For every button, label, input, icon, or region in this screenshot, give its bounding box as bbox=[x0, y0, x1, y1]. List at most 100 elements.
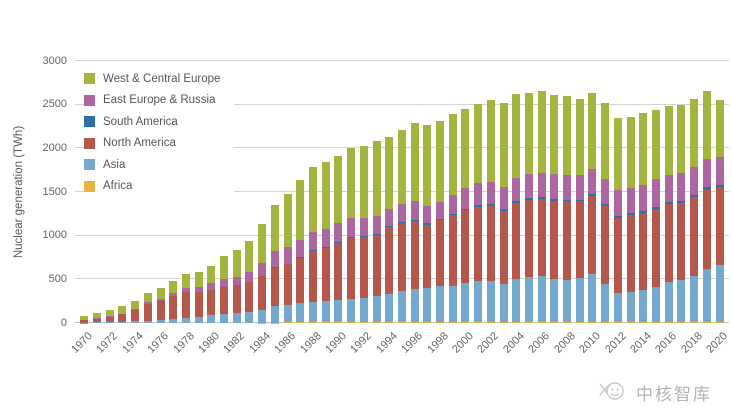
bar-segment bbox=[461, 210, 470, 283]
x-tick-label: 2016 bbox=[653, 330, 680, 356]
bar-column-1992 bbox=[357, 61, 370, 323]
bar-column-1987 bbox=[294, 61, 307, 323]
x-tick-label: 2006 bbox=[526, 330, 553, 356]
bar-segment bbox=[512, 94, 521, 179]
bar-segment bbox=[334, 243, 343, 301]
stacked-bar bbox=[461, 109, 470, 323]
bar-segment bbox=[563, 201, 572, 280]
bar-column-1989 bbox=[319, 61, 332, 323]
bar-segment bbox=[639, 321, 648, 323]
bar-segment bbox=[499, 186, 508, 209]
bar-segment bbox=[309, 232, 317, 251]
bar-column-1975 bbox=[142, 61, 155, 323]
bar-segment bbox=[588, 93, 597, 169]
bar-segment bbox=[436, 321, 445, 323]
bar-segment bbox=[258, 310, 267, 323]
bar-column-2005 bbox=[523, 61, 536, 323]
bar-segment bbox=[372, 322, 381, 323]
bar-segment bbox=[220, 286, 229, 315]
bar-segment bbox=[385, 226, 394, 228]
bar-segment bbox=[131, 310, 140, 322]
bar-segment bbox=[448, 114, 457, 196]
bar-segment bbox=[283, 193, 292, 248]
legend-label: Asia bbox=[103, 158, 126, 171]
bar-segment bbox=[626, 213, 635, 216]
bar-segment bbox=[194, 287, 203, 293]
bar-segment bbox=[169, 292, 178, 296]
bar-segment bbox=[397, 322, 406, 323]
bar-segment bbox=[664, 174, 673, 202]
bar-segment bbox=[626, 188, 635, 214]
bar-column-1993 bbox=[370, 61, 383, 323]
y-tick-label: 1000 bbox=[42, 229, 67, 242]
bar-segment bbox=[245, 312, 254, 323]
bar-segment bbox=[397, 204, 406, 222]
bar-column-2004 bbox=[510, 61, 523, 323]
stacked-bar bbox=[207, 266, 216, 323]
bar-column-2012 bbox=[612, 61, 625, 323]
plot-area: 1970 1972 1974 1976 1978 1980 1982 1984 1986 1988… bbox=[69, 60, 730, 356]
stacked-bar bbox=[245, 240, 254, 323]
bar-segment bbox=[436, 218, 445, 221]
bar-segment bbox=[220, 255, 229, 279]
bar-segment bbox=[626, 116, 635, 189]
bar-column-1974 bbox=[129, 61, 142, 323]
bar-segment bbox=[423, 223, 432, 225]
bar-segment bbox=[143, 304, 152, 321]
bar-segment bbox=[537, 199, 546, 277]
bar-segment bbox=[169, 296, 178, 320]
bar-segment bbox=[715, 187, 724, 266]
bar-column-1979 bbox=[192, 61, 205, 323]
bar-segment bbox=[423, 321, 432, 323]
gridline bbox=[75, 60, 729, 61]
bar-segment bbox=[474, 206, 483, 282]
x-tick-label: 2014 bbox=[628, 330, 654, 356]
bar-segment bbox=[131, 309, 140, 311]
bar-segment bbox=[207, 282, 216, 290]
stacked-bar bbox=[194, 272, 203, 323]
bar-segment bbox=[702, 90, 711, 160]
bar-segment bbox=[220, 314, 229, 323]
bar-segment bbox=[575, 201, 584, 279]
legend-item: West & Central Europe bbox=[84, 68, 220, 90]
bar-segment bbox=[359, 297, 368, 323]
bar-segment bbox=[499, 210, 508, 284]
legend-swatch-icon bbox=[84, 73, 95, 85]
bar-segment bbox=[321, 228, 330, 248]
bar-segment bbox=[702, 187, 711, 190]
bar-segment bbox=[550, 200, 559, 280]
stacked-bar bbox=[486, 100, 495, 323]
stacked-bar bbox=[410, 123, 419, 323]
stacked-bar bbox=[397, 130, 406, 323]
bar-segment bbox=[448, 213, 457, 215]
stacked-bar bbox=[575, 99, 584, 323]
bar-column-1988 bbox=[307, 61, 320, 323]
bar-segment bbox=[207, 289, 216, 316]
bar-segment bbox=[181, 288, 190, 292]
bar-column-2003 bbox=[497, 61, 510, 323]
watermark: 中核智库 bbox=[597, 379, 712, 405]
stacked-bar bbox=[448, 114, 457, 323]
stacked-bar bbox=[651, 109, 660, 323]
bar-segment bbox=[613, 321, 622, 323]
bar-segment bbox=[702, 189, 711, 269]
bar-segment bbox=[499, 283, 508, 322]
bar-segment bbox=[690, 99, 699, 168]
bar-segment bbox=[397, 290, 406, 323]
bar-segment bbox=[321, 322, 330, 323]
stacked-bar bbox=[639, 112, 648, 323]
bar-segment bbox=[677, 279, 686, 322]
stacked-bar bbox=[270, 205, 279, 323]
bar-segment bbox=[436, 285, 445, 322]
bar-segment bbox=[448, 285, 457, 322]
bar-segment bbox=[651, 286, 660, 323]
stacked-bar bbox=[601, 102, 610, 323]
bar-segment bbox=[397, 130, 406, 205]
bar-segment bbox=[309, 250, 317, 251]
bar-segment bbox=[270, 266, 279, 268]
bar-segment bbox=[232, 276, 241, 286]
bar-segment bbox=[690, 195, 699, 198]
bar-segment bbox=[639, 184, 648, 211]
bar-segment bbox=[283, 247, 292, 264]
